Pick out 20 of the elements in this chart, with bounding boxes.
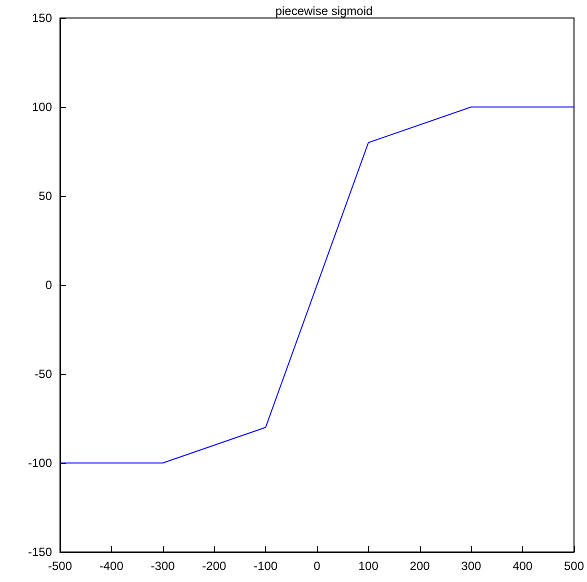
x-tick-label: 500 (564, 559, 584, 573)
x-tick-label: 200 (410, 559, 430, 573)
chart-title: piecewise sigmoid (275, 4, 373, 18)
x-tick-label: -300 (150, 559, 176, 573)
x-tick-label: 300 (461, 559, 482, 573)
y-tick-label: 100 (32, 100, 52, 114)
x-tick-label: -500 (48, 559, 72, 573)
x-tick-label: 0 (314, 559, 321, 573)
x-tick-label: -200 (202, 559, 227, 573)
x-tick-label: 400 (512, 559, 533, 573)
y-tick-label: 150 (32, 11, 52, 25)
x-tick-label: -100 (254, 559, 278, 573)
y-tick-label: -100 (28, 456, 52, 470)
y-tick-label: 50 (38, 189, 52, 203)
y-tick-label: -150 (28, 545, 52, 559)
x-tick-label: -400 (99, 559, 124, 573)
y-tick-label: 0 (45, 278, 52, 292)
line-series (60, 106, 574, 464)
y-tick-label: -50 (34, 367, 52, 381)
x-tick-label: 100 (358, 559, 379, 573)
